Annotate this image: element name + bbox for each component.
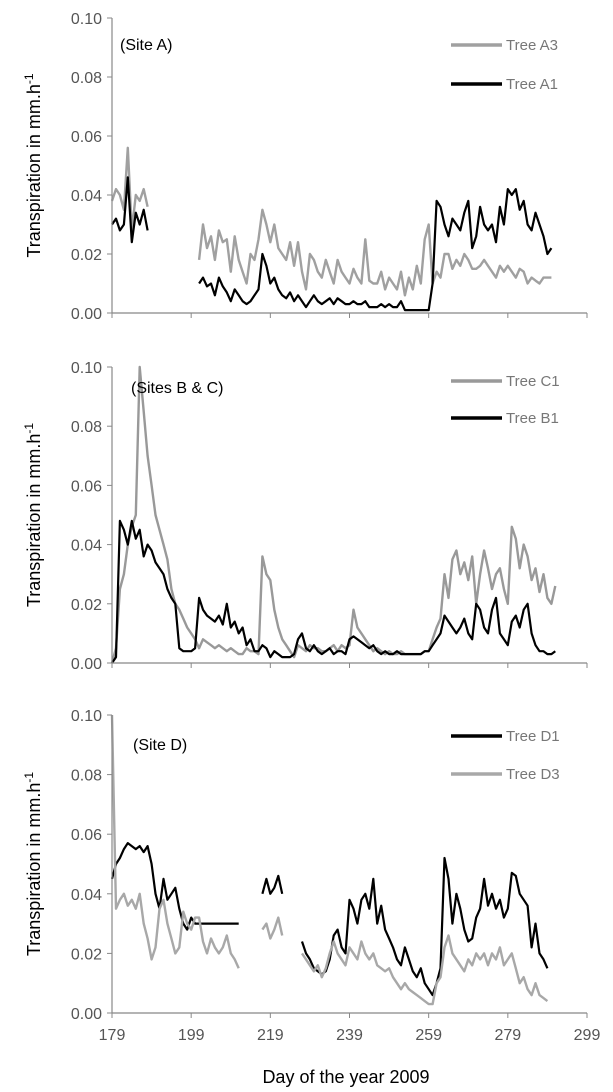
series-line-tree-d3 [110,714,549,1006]
chart-panels: 0.00 0.02 0.04 0.06 0.08 0.10 Transpiration in… [22,11,600,1044]
panel-annotation: (Sites B & C) [131,380,223,397]
series-line-tree-d1 [110,842,549,997]
y-tick-label: 0.10 [71,11,102,28]
y-tick-label: 0.10 [71,708,102,725]
y-tick-label: 0.08 [71,70,102,87]
y-tick-label: 0.00 [71,306,102,323]
y-axis-label: Transpiration in mm.h-1 [22,772,44,956]
x-tick-label: 179 [99,1027,126,1044]
y-tick-label: 0.02 [71,247,102,264]
y-tick-label: 0.04 [71,538,102,555]
y-axis-label: Transpiration in mm.h-1 [22,423,44,607]
panel-2: 0.00 0.02 0.04 0.06 0.08 0.10 Transpiration in… [22,360,588,673]
x-tick-label: 219 [257,1027,284,1044]
panel-3: 0.00 0.02 0.04 0.06 0.08 0.10 179 199 219 239 259 2… [22,708,600,1044]
legend-label: Tree C1 [506,373,560,390]
legend-label: Tree B1 [506,410,559,427]
y-tick-label: 0.08 [71,768,102,785]
x-tick-label: 259 [415,1027,442,1044]
y-tick-label: 0.06 [71,827,102,844]
panel-1: 0.00 0.02 0.04 0.06 0.08 0.10 Transpiration in… [22,11,588,323]
y-tick-label: 0.04 [71,887,102,904]
series-line-tree-a1 [111,176,553,312]
x-tick-label: 199 [178,1027,205,1044]
legend-label: Tree A3 [506,37,558,54]
y-tick-label: 0.02 [71,946,102,963]
y-axis-label: Transpiration in mm.h-1 [22,73,44,257]
y-tick-label: 0.06 [71,478,102,495]
panel-annotation: (Site A) [120,37,172,54]
y-tick-label: 0.00 [71,656,102,673]
y-tick-label: 0.04 [71,188,102,205]
y-tick-label: 0.10 [71,360,102,377]
legend-label: Tree A1 [506,76,558,93]
series-line-tree-a3 [110,146,552,297]
x-axis-label: Day of the year 2009 [262,1067,429,1087]
y-tick-label: 0.02 [71,597,102,614]
series-line-tree-c1 [110,365,557,664]
x-tick-label: 299 [574,1027,601,1044]
y-tick-label: 0.06 [71,129,102,146]
y-tick-label: 0.00 [71,1006,102,1023]
legend-label: Tree D1 [506,728,560,745]
series-line-tree-b1 [111,519,556,664]
y-tick-label: 0.08 [71,419,102,436]
legend-label: Tree D3 [506,766,560,783]
x-tick-label: 279 [494,1027,521,1044]
x-tick-label: 239 [336,1027,363,1044]
panel-annotation: (Site D) [133,737,187,754]
